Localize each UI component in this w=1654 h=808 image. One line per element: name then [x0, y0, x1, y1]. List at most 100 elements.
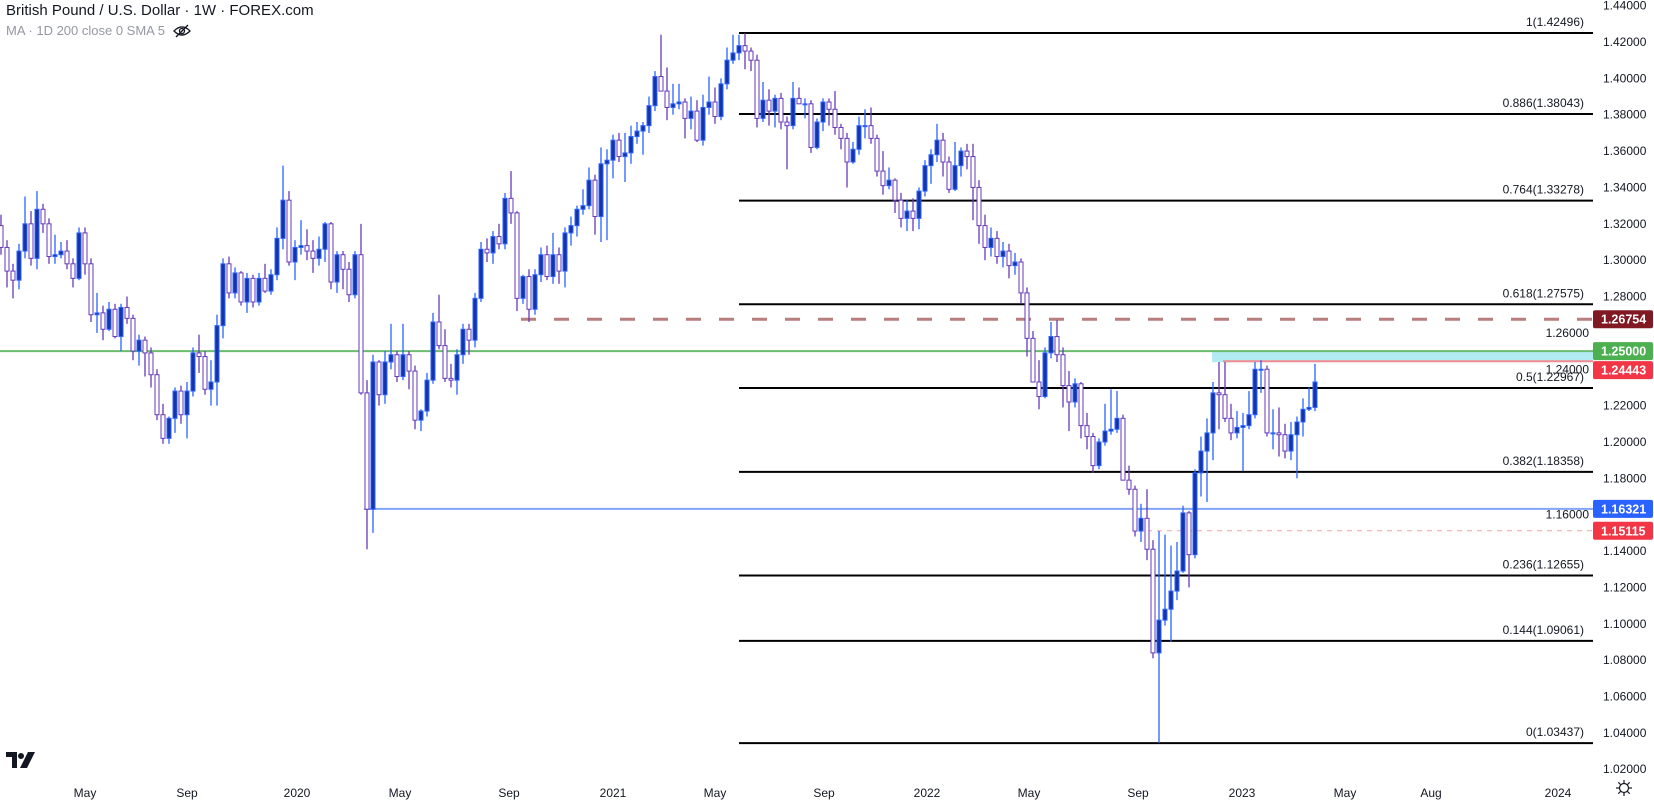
candle-body	[634, 130, 640, 138]
candle-body	[502, 197, 508, 245]
candle-up	[988, 227, 994, 257]
fibonacci-retracement[interactable]: 1(1.42496) 0.886(1.38043) 0.764(1.33278) 0.…	[739, 15, 1593, 745]
candle-down	[1120, 414, 1126, 481]
candle-up	[1072, 378, 1078, 408]
candle-down	[712, 87, 718, 124]
candle-up	[382, 351, 388, 404]
candle-up	[400, 323, 406, 381]
candle-body	[148, 352, 154, 376]
candle-body	[676, 101, 682, 105]
candle-body	[640, 125, 646, 132]
fib-label: 0.5(1.22967)	[1516, 370, 1584, 384]
price-tick-label: 1.12000	[1603, 580, 1647, 594]
candle-body	[1156, 619, 1162, 654]
candle-up	[688, 96, 694, 130]
candle-body	[1120, 417, 1126, 481]
candle-body	[334, 254, 340, 283]
candle-body	[514, 212, 520, 299]
candle-up	[172, 387, 178, 433]
price-badge-dashed-maroon	[1593, 310, 1653, 329]
candle-up	[460, 323, 466, 364]
indicator-legend[interactable]: MA · 1D 200 close 0 SMA 5	[6, 21, 314, 41]
price-tick-label: 1.24000	[1546, 362, 1590, 376]
candle-down	[196, 334, 202, 373]
price-axis[interactable]: 1.44000 1.42000 1.40000 1.38000 1.36000 1.340…	[1546, 0, 1647, 776]
candle-down	[406, 351, 412, 390]
candle-body	[184, 390, 190, 416]
candle-up	[706, 76, 712, 115]
candle-down	[946, 156, 952, 193]
candle-body	[604, 159, 610, 165]
candle-down	[514, 211, 520, 312]
chart-settings-gear-icon[interactable]	[1615, 779, 1633, 802]
candle-down	[784, 116, 790, 170]
candle-up	[1312, 363, 1318, 412]
candle-down	[1036, 360, 1042, 410]
candle-down	[592, 174, 598, 235]
price-tick-label: 1.34000	[1603, 180, 1647, 194]
candle-body	[832, 108, 838, 128]
time-tick-label: May	[1018, 786, 1041, 800]
candle-body	[154, 374, 160, 416]
price-tick-label: 1.14000	[1603, 544, 1647, 558]
candle-body	[130, 317, 136, 352]
candle-body	[442, 345, 448, 379]
price-tick-label: 1.32000	[1603, 217, 1647, 231]
candle-up	[214, 314, 220, 406]
candle-body	[136, 339, 142, 352]
candle-up	[430, 312, 436, 384]
time-axis[interactable]: May Sep 2020 May Sep 2021 May Sep 2022 May Sep 2023…	[74, 786, 1572, 800]
candle-up	[814, 118, 820, 150]
fib-label: 0.236(1.12655)	[1503, 558, 1584, 572]
candle-down	[70, 258, 76, 288]
candle-body	[88, 263, 94, 316]
candle-down	[1228, 403, 1234, 441]
candle-body	[838, 126, 844, 139]
candle-up	[562, 227, 568, 288]
candle-body	[1180, 512, 1186, 572]
tradingview-logo[interactable]	[6, 752, 36, 773]
price-badge-pink-dashed	[1593, 521, 1653, 540]
candle-down	[880, 151, 886, 195]
candle-body	[886, 179, 892, 187]
candle-body	[64, 250, 70, 265]
candle-down	[100, 305, 106, 341]
candle-body	[1228, 417, 1234, 434]
price-tick-label: 1.36000	[1603, 144, 1647, 158]
candle-body	[880, 170, 886, 187]
candle-body	[538, 254, 544, 276]
candle-body	[982, 225, 988, 248]
candle-down	[844, 132, 850, 188]
candle-body	[526, 276, 532, 310]
candle-up	[532, 269, 538, 315]
candle-body	[898, 199, 904, 219]
candle-body	[244, 277, 250, 303]
candle-body	[976, 186, 982, 227]
candle-body	[226, 263, 232, 294]
candle-down	[1018, 258, 1024, 304]
candle-body	[178, 390, 184, 416]
price-badge-label: 1.15115	[1601, 524, 1646, 538]
candle-body	[1054, 336, 1060, 356]
candle-body	[1162, 608, 1168, 621]
candle-down	[868, 107, 874, 144]
eye-hidden-icon[interactable]	[173, 24, 191, 38]
candle-body	[1186, 512, 1192, 556]
candle-down	[10, 263, 16, 299]
candle-body	[274, 237, 280, 276]
candle-body	[802, 103, 808, 106]
candle-down	[1222, 361, 1228, 422]
candle-down	[508, 171, 514, 224]
candle-body	[490, 236, 496, 254]
candle-down	[358, 223, 364, 395]
candle-body	[682, 101, 688, 119]
fib-label: 0.764(1.33278)	[1503, 183, 1584, 197]
candle-body	[778, 97, 784, 123]
symbol-title[interactable]: British Pound / U.S. Dollar · 1W · FOREX…	[6, 2, 314, 19]
candle-up	[1306, 387, 1312, 412]
candle-up	[652, 71, 658, 112]
price-tick-label: 1.28000	[1603, 290, 1647, 304]
candle-up	[274, 227, 280, 281]
time-tick-label: Sep	[813, 786, 835, 800]
